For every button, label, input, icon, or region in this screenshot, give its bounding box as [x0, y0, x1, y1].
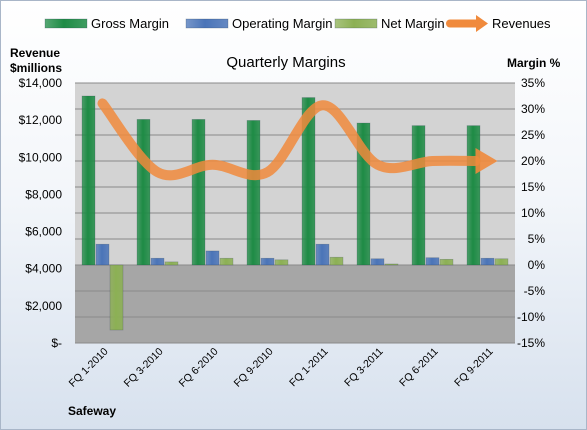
revenues-line [97, 98, 481, 181]
footer-label: Safeway [68, 404, 116, 418]
revenues-legend-arrow [476, 15, 488, 32]
category-label: FQ 3-2010 [122, 346, 166, 390]
right-tick-label: 0% [528, 258, 546, 272]
revenues-legend-label: Revenues [492, 16, 551, 31]
left-tick-label: $- [51, 336, 62, 350]
right-tick-label: 15% [521, 180, 545, 194]
gross-margin-bar [136, 119, 151, 266]
gross-margin-legend-swatch [44, 18, 88, 29]
category-label: FQ 1-2011 [287, 346, 331, 390]
category-label: FQ 6-2011 [397, 346, 441, 390]
left-axis-ticks: $- $2,000 $4,000 $6,000 $8,000 $10,000 $12,000… [19, 76, 63, 350]
revenues-arrowhead [475, 148, 498, 174]
net-margin-bar [494, 258, 509, 266]
right-tick-label: 25% [521, 128, 545, 142]
right-tick-label: 35% [521, 76, 545, 90]
left-axis-title-line1: Revenue [10, 46, 60, 60]
operating-margin-bar [425, 257, 440, 266]
right-tick-label: 30% [521, 102, 545, 116]
right-axis-title: Margin % [507, 56, 561, 70]
left-tick-label: $12,000 [19, 113, 63, 127]
revenues-line-series [97, 98, 498, 181]
right-tick-label: -15% [517, 336, 545, 350]
net-margin-bar [274, 259, 289, 266]
right-tick-label: -10% [517, 310, 545, 324]
operating-margin-bar [150, 257, 165, 266]
left-tick-label: $4,000 [25, 262, 62, 276]
operating-margin-bar [370, 258, 385, 266]
gross-margin-bar [411, 125, 426, 266]
category-label: FQ 9-2010 [232, 346, 276, 390]
right-tick-label: 5% [528, 232, 546, 246]
left-tick-label: $14,000 [19, 76, 63, 90]
left-tick-label: $10,000 [19, 150, 63, 164]
net-margin-legend-label: Net Margin [381, 16, 445, 31]
category-label: FQ 6-2010 [177, 346, 221, 390]
right-tick-label: -5% [524, 284, 546, 298]
operating-margin-bar [315, 243, 330, 266]
bar-series [81, 95, 509, 331]
category-label: FQ 1-2010 [67, 346, 111, 390]
right-axis-ticks: -15% -10% -5% 0% 5% 10% 15% 20% 25% 30% 35% [517, 76, 545, 350]
category-labels: FQ 1-2010 FQ 3-2010 FQ 6-2010 FQ 9-2010 FQ 1… [67, 346, 496, 390]
net-margin-bar [164, 261, 179, 266]
right-tick-label: 20% [521, 154, 545, 168]
net-margin-bar [109, 264, 124, 331]
gross-margin-bar [191, 119, 206, 266]
gross-margin-bar [301, 97, 316, 266]
net-margin-bar [329, 256, 344, 266]
chart-title: Quarterly Margins [226, 54, 345, 71]
legend: Gross Margin Operating Margin Net Margin Re… [44, 15, 551, 32]
operating-margin-legend-swatch [185, 18, 229, 29]
net-margin-bar [384, 263, 399, 266]
category-label: FQ 9-2011 [452, 346, 496, 390]
plot-bg-negative [75, 265, 515, 343]
operating-margin-bar [260, 257, 275, 266]
left-axis-title-line2: $millions [10, 61, 62, 75]
net-margin-bar [219, 257, 234, 266]
gross-margin-bar [246, 120, 261, 266]
category-label: FQ 3-2011 [342, 346, 386, 390]
left-tick-label: $2,000 [25, 299, 62, 313]
operating-margin-legend-label: Operating Margin [232, 16, 332, 31]
right-tick-label: 10% [521, 206, 545, 220]
left-tick-label: $8,000 [25, 187, 62, 201]
net-margin-bar [439, 258, 454, 266]
operating-margin-bar [205, 250, 220, 266]
net-margin-legend-swatch [334, 18, 378, 29]
left-tick-label: $6,000 [25, 225, 62, 239]
gross-margin-bar [466, 125, 481, 266]
operating-margin-bar [95, 243, 110, 266]
gross-margin-legend-label: Gross Margin [91, 16, 169, 31]
operating-margin-bar [480, 257, 495, 266]
gross-margin-bar [81, 95, 96, 266]
